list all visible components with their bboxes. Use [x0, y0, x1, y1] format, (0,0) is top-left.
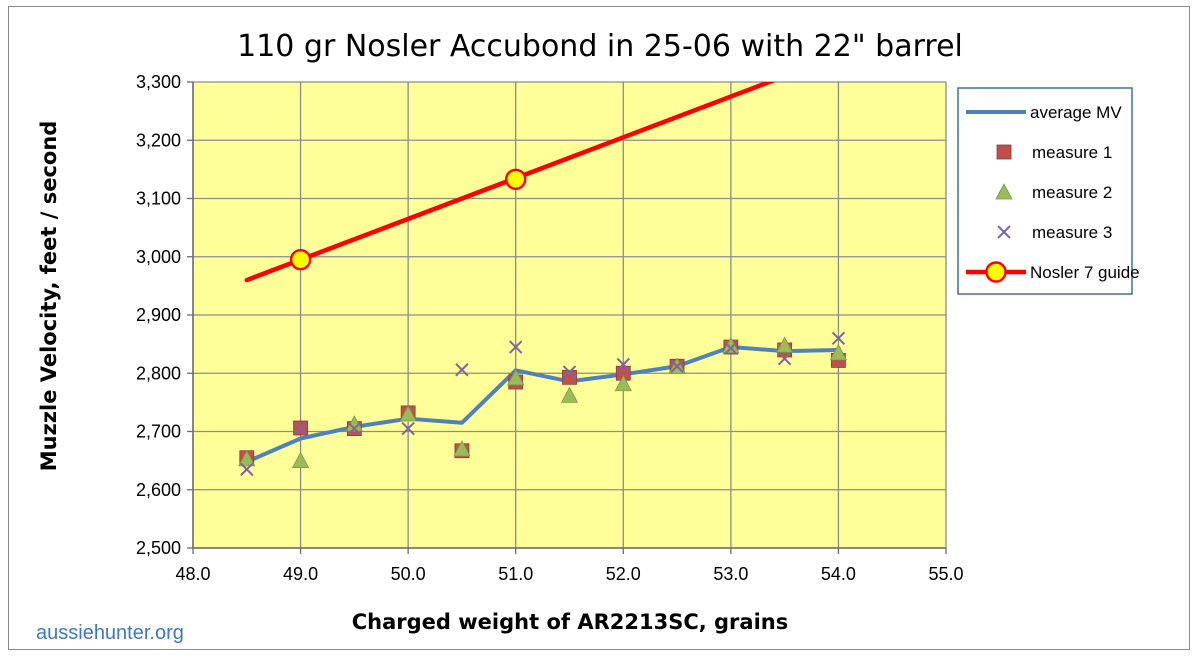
legend-swatch-measure-3 [997, 225, 1011, 239]
measure-2-point [399, 405, 417, 422]
legend-swatch-measure-1 [996, 144, 1012, 160]
measure-2-point [238, 450, 256, 467]
legend-label-measure-2: measure 2 [1032, 183, 1112, 202]
measure-3-point [616, 357, 630, 372]
nosler-guide-point [289, 248, 312, 271]
x-tick-label: 55.0 [928, 564, 963, 584]
measure-2-point [291, 451, 310, 469]
x-axis-title: Charged weight of AR2213SC, grains [352, 610, 788, 634]
measure-3-point [240, 462, 254, 477]
measure-3-point [509, 340, 523, 354]
nosler-guide-point [505, 168, 527, 190]
y-tick-label: 3,000 [136, 247, 181, 267]
measure-3-point [293, 421, 308, 436]
measure-1-point [562, 369, 577, 385]
y-tick-label: 2,700 [136, 422, 181, 442]
measure-2-point [829, 344, 848, 361]
measure-3-point [562, 365, 577, 379]
measure-3-point [401, 421, 415, 436]
measure-3-point [670, 359, 684, 373]
legend-label-average-mv: average MV [1030, 103, 1122, 122]
chart-title: 110 gr Nosler Accubond in 25-06 with 22"… [237, 29, 963, 64]
x-tick-label: 54.0 [821, 564, 856, 584]
y-tick-label: 2,500 [136, 538, 181, 558]
legend-label-nosler-guide: Nosler 7 guide [1030, 263, 1140, 282]
y-tick-label: 3,300 [136, 72, 181, 92]
measure-2-point [614, 374, 632, 392]
measure-3-point [831, 331, 846, 346]
measure-3-point [347, 421, 362, 436]
legend-box [957, 87, 1133, 295]
plot-area: 48.0 49.0 50.0 51.0 52.0 53.0 54.0 55.0 2,500 2,6… [136, 72, 964, 584]
measure-2-point [507, 369, 525, 386]
x-tick-label: 53.0 [713, 564, 748, 584]
legend: average MV measure 1 measure 2 measure 3 Nos… [957, 87, 1140, 295]
measure-2-point [560, 386, 579, 403]
legend-swatch-measure-2 [995, 183, 1013, 200]
measure-2-point [453, 440, 471, 457]
x-tick-label: 52.0 [606, 564, 641, 584]
legend-swatch-nosler-marker [985, 261, 1007, 283]
series-average-mv-line [244, 345, 841, 464]
y-tick-label: 2,600 [136, 480, 181, 500]
y-tick-label: 2,900 [136, 305, 181, 325]
x-tick-label: 48.0 [175, 564, 210, 584]
legend-label-measure-3: measure 3 [1032, 223, 1112, 242]
x-tick-label: 51.0 [498, 564, 533, 584]
y-tick-label: 3,200 [136, 130, 181, 150]
x-tick-label: 50.0 [391, 564, 426, 584]
measure-3-point [455, 363, 469, 377]
series-group [238, 82, 848, 477]
y-tick-label: 3,100 [136, 189, 181, 209]
measure-3-point [724, 341, 738, 355]
measure-3-point [777, 351, 792, 366]
x-tick-label: 49.0 [283, 564, 318, 584]
watermark: aussiehunter.org [36, 622, 184, 644]
y-tick-label: 2,800 [136, 363, 181, 383]
measure-2-point [775, 336, 794, 353]
y-axis-title: Muzzle Velocity, feet / second [37, 121, 61, 472]
legend-label-measure-1: measure 1 [1032, 143, 1112, 162]
